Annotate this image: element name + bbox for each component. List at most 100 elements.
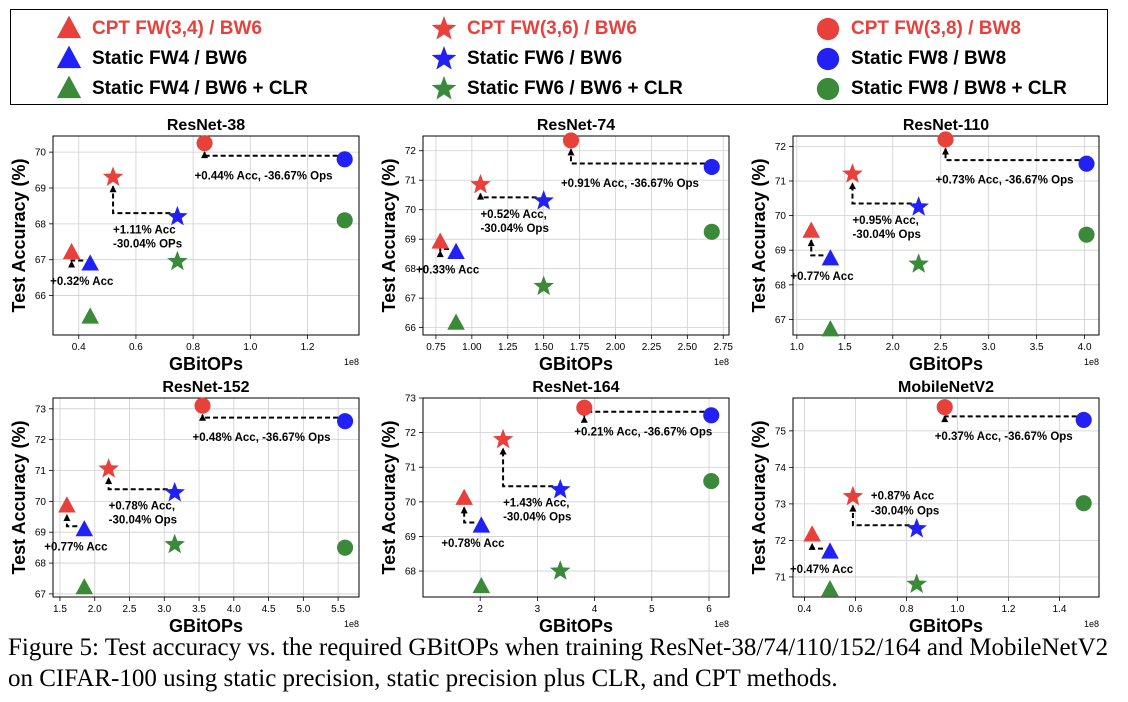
- fw6-annotation-ops: -30.04% Ops: [852, 229, 920, 241]
- y-tick-label: 68: [35, 219, 47, 230]
- x-tick-label: 5.5: [331, 604, 345, 615]
- data-point: [194, 397, 211, 414]
- data-point: [167, 205, 188, 226]
- data-point: [337, 539, 354, 556]
- data-point: [336, 151, 353, 168]
- chart-resnet-38: 0.4 0.6 0.8 1.0 1.2 66 67 68 69 70 ResNet-38 GBitOP…: [9, 117, 360, 370]
- data-point: [550, 560, 571, 580]
- fw6-annotation-ops: -30.04% Ops: [871, 506, 939, 518]
- y-axis-label: Test Accuracy (%): [749, 158, 769, 312]
- fw4-annotation: +0.33% Acc: [416, 264, 480, 276]
- figure-caption: Figure 5: Test accuracy vs. the required…: [8, 634, 1109, 692]
- arrowhead-icon: [201, 151, 209, 159]
- data-point: [472, 516, 491, 533]
- x-tick-label: 1.0: [951, 604, 965, 615]
- plot-frame: [422, 397, 730, 598]
- y-tick-label: 72: [405, 146, 417, 157]
- legend-marker: [431, 76, 457, 100]
- y-tick-label: 67: [775, 315, 787, 326]
- x-tick-label: 2.50: [678, 342, 698, 353]
- data-point: [62, 242, 81, 260]
- fw8-annotation: +0.73% Acc, -36.67% Ops: [936, 175, 1074, 187]
- y-axis-label: Test Accuracy (%): [749, 420, 769, 574]
- y-tick-label: 66: [405, 323, 417, 334]
- y-tick-label: 67: [405, 294, 417, 305]
- data-point: [842, 163, 863, 183]
- data-point: [908, 196, 929, 216]
- y-tick-label: 70: [405, 497, 417, 508]
- x-tick-label: 0.6: [129, 342, 143, 353]
- x-tick-label: 0.75: [426, 342, 446, 353]
- x-tick-label: 4: [592, 604, 598, 615]
- plot-area: [53, 398, 359, 597]
- y-tick-label: 69: [405, 532, 417, 543]
- data-point: [821, 580, 839, 597]
- x-tick-label: 2.0: [886, 342, 900, 353]
- chart-mobilenetv2: 0.4 0.6 0.8 1.0 1.2 1.4 71 72 73 74 75 MobileNetV2 G…: [749, 379, 1100, 632]
- triangle-marker-icon: [56, 46, 82, 69]
- data-point: [447, 242, 465, 260]
- y-tick-label: 71: [775, 572, 787, 583]
- arrowhead-icon: [567, 148, 575, 156]
- legend-marker: [56, 46, 82, 69]
- x-axis-label: GBitOPs: [539, 354, 613, 370]
- fw6-annotation: +0.52% Acc,: [480, 209, 546, 221]
- y-tick-label: 71: [405, 463, 417, 474]
- y-tick-label: 73: [35, 404, 47, 415]
- data-point: [703, 473, 720, 490]
- data-point: [802, 221, 821, 238]
- y-tick-label: 67: [35, 589, 47, 600]
- chart-title: ResNet-110: [903, 117, 989, 134]
- legend-label: Static FW6 / BW6: [467, 48, 623, 69]
- arrowhead-icon: [942, 147, 950, 155]
- x-tick-label: 4.0: [1078, 342, 1092, 353]
- data-point: [936, 399, 953, 416]
- legend-label: Static FW4 / BW6 + CLR: [92, 78, 308, 99]
- arrowhead-icon: [63, 513, 71, 521]
- arrowhead-icon: [580, 415, 588, 423]
- arrowhead-icon: [436, 250, 444, 258]
- legend-label: CPT FW(3,6) / BW6: [467, 18, 637, 39]
- fw6-annotation: +0.78% Acc,: [109, 501, 175, 513]
- fw8-annotation: +0.48% Acc, -36.67% Ops: [193, 432, 331, 444]
- y-tick-label: 69: [35, 183, 47, 194]
- fw4-annotation: +0.77% Acc: [44, 542, 108, 554]
- legend-box: CPT FW(3,4) / BW6 Static FW4 / BW6 Stati…: [10, 9, 1108, 105]
- x-tick-label: 1.2: [1002, 604, 1016, 615]
- legend-marker: [431, 46, 457, 70]
- x-tick-label: 2.75: [714, 342, 734, 353]
- y-tick-label: 71: [775, 176, 787, 187]
- legend-marker: [816, 77, 840, 101]
- x-tick-label: 3.5: [1030, 342, 1044, 353]
- y-tick-label: 73: [775, 499, 787, 510]
- fw8-annotation: +0.44% Acc, -36.67% Ops: [195, 170, 333, 182]
- x-scale-label: 1e8: [714, 619, 729, 629]
- legend-marker: [56, 76, 82, 99]
- y-tick-label: 70: [775, 211, 787, 222]
- plot-area: [53, 136, 359, 335]
- circle-marker-icon: [816, 17, 840, 41]
- data-point: [164, 481, 185, 502]
- legend-marker: [816, 17, 840, 41]
- x-axis-label: GBitOPs: [169, 616, 243, 632]
- chart-title: MobileNetV2: [898, 379, 994, 396]
- x-tick-label: 4.5: [262, 604, 276, 615]
- y-tick-label: 68: [775, 280, 787, 291]
- fw6-annotation-ops: -30.04% Ops: [109, 515, 177, 527]
- x-tick-label: 2.5: [934, 342, 948, 353]
- data-point: [336, 212, 353, 229]
- data-point: [533, 190, 554, 210]
- x-tick-label: 1.5: [838, 342, 852, 353]
- data-point: [703, 158, 720, 176]
- x-scale-label: 1e8: [344, 619, 359, 629]
- x-tick-label: 3: [535, 604, 541, 615]
- x-tick-label: 2: [477, 604, 483, 615]
- y-tick-label: 68: [405, 567, 417, 578]
- fw4-connector: [810, 240, 824, 257]
- arrowhead-icon: [199, 413, 207, 421]
- x-tick-label: 1.2: [301, 342, 315, 353]
- y-axis-label: Test Accuracy (%): [9, 420, 29, 574]
- circle-marker-icon: [816, 47, 840, 71]
- x-tick-label: 0.8: [186, 342, 200, 353]
- y-tick-label: 69: [405, 235, 417, 246]
